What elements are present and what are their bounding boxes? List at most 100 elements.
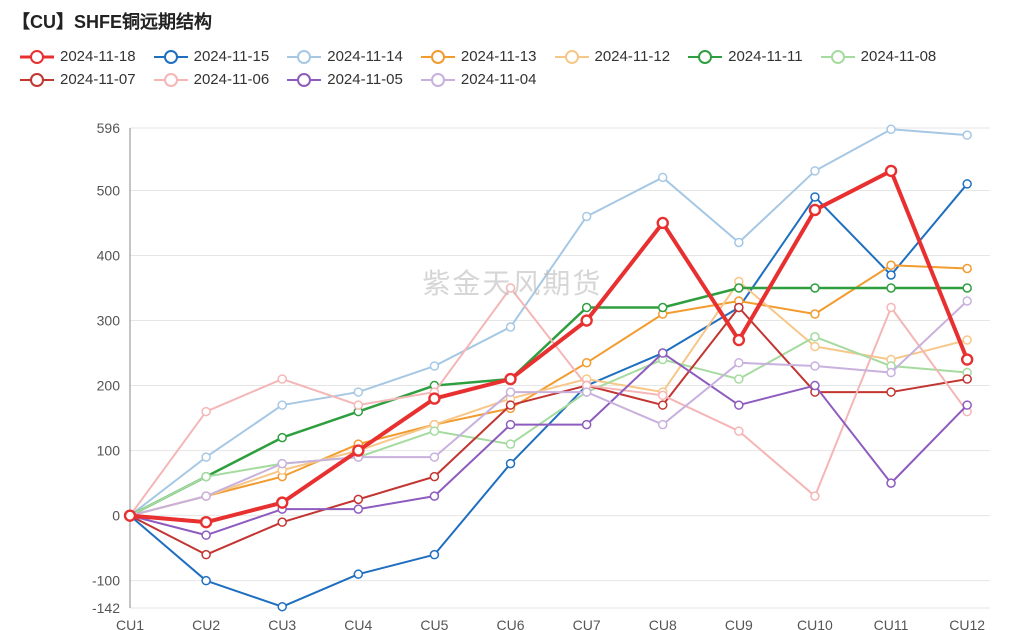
legend-swatch bbox=[154, 73, 188, 87]
x-tick-label: CU3 bbox=[268, 617, 296, 630]
series-marker bbox=[507, 401, 515, 409]
series-marker bbox=[354, 570, 362, 578]
series-marker bbox=[735, 238, 743, 246]
y-tick-label: 596 bbox=[97, 120, 121, 136]
series-marker bbox=[354, 495, 362, 503]
legend-swatch bbox=[287, 73, 321, 87]
legend-item[interactable]: 2024-11-12 bbox=[555, 48, 671, 65]
legend-swatch bbox=[20, 73, 54, 87]
legend-item[interactable]: 2024-11-18 bbox=[20, 48, 136, 65]
series-marker bbox=[429, 394, 439, 404]
legend-item[interactable]: 2024-11-04 bbox=[421, 71, 537, 88]
series-marker bbox=[735, 284, 743, 292]
series-marker bbox=[811, 362, 819, 370]
legend-label: 2024-11-04 bbox=[461, 71, 537, 88]
series-marker bbox=[963, 180, 971, 188]
series-marker bbox=[202, 453, 210, 461]
series-marker bbox=[811, 310, 819, 318]
series-marker bbox=[430, 473, 438, 481]
legend-label: 2024-11-15 bbox=[194, 48, 270, 65]
series-marker bbox=[659, 304, 667, 312]
series-marker bbox=[887, 369, 895, 377]
legend-swatch bbox=[287, 50, 321, 64]
legend-item[interactable]: 2024-11-14 bbox=[287, 48, 403, 65]
series-marker bbox=[430, 362, 438, 370]
series-marker bbox=[811, 284, 819, 292]
y-tick-label: -100 bbox=[92, 573, 120, 589]
y-tick-label: 100 bbox=[97, 443, 121, 459]
legend-label: 2024-11-06 bbox=[194, 71, 270, 88]
series-marker bbox=[735, 401, 743, 409]
y-tick-label: 300 bbox=[97, 313, 121, 329]
y-tick-label: 0 bbox=[112, 508, 120, 524]
series-marker bbox=[583, 421, 591, 429]
series-marker bbox=[278, 518, 286, 526]
legend-label: 2024-11-13 bbox=[461, 48, 537, 65]
legend-swatch bbox=[421, 73, 455, 87]
x-tick-label: CU4 bbox=[344, 617, 372, 630]
series-marker bbox=[735, 359, 743, 367]
series-marker bbox=[583, 388, 591, 396]
series-line bbox=[130, 337, 967, 516]
series-marker bbox=[507, 421, 515, 429]
series-marker bbox=[810, 205, 820, 215]
chart-title: 【CU】SHFE铜远期结构 bbox=[12, 8, 212, 34]
series-marker bbox=[202, 473, 210, 481]
series-marker bbox=[659, 173, 667, 181]
series-marker bbox=[963, 284, 971, 292]
series-marker bbox=[887, 125, 895, 133]
series-marker bbox=[887, 284, 895, 292]
series-marker bbox=[735, 427, 743, 435]
series-line bbox=[130, 288, 967, 516]
series-marker bbox=[202, 577, 210, 585]
x-tick-label: CU9 bbox=[725, 617, 753, 630]
legend-swatch bbox=[821, 50, 855, 64]
series-marker bbox=[735, 375, 743, 383]
legend-swatch bbox=[688, 50, 722, 64]
series-marker bbox=[811, 167, 819, 175]
legend-label: 2024-11-11 bbox=[728, 48, 803, 65]
series-marker bbox=[963, 264, 971, 272]
legend-item[interactable]: 2024-11-11 bbox=[688, 48, 803, 65]
x-tick-label: CU7 bbox=[573, 617, 601, 630]
y-tick-label: 500 bbox=[97, 182, 121, 198]
x-tick-label: CU8 bbox=[649, 617, 677, 630]
y-tick-label: 200 bbox=[97, 378, 121, 394]
series-marker bbox=[811, 193, 819, 201]
series-marker bbox=[887, 479, 895, 487]
series-marker bbox=[201, 517, 211, 527]
x-tick-label: CU10 bbox=[797, 617, 833, 630]
legend-item[interactable]: 2024-11-06 bbox=[154, 71, 270, 88]
series-line bbox=[130, 288, 967, 516]
legend-swatch bbox=[421, 50, 455, 64]
series-marker bbox=[583, 212, 591, 220]
series-marker bbox=[430, 427, 438, 435]
series-marker bbox=[430, 453, 438, 461]
legend-item[interactable]: 2024-11-08 bbox=[821, 48, 937, 65]
series-marker bbox=[202, 408, 210, 416]
series-marker bbox=[887, 304, 895, 312]
series-marker bbox=[278, 603, 286, 611]
series-marker bbox=[659, 391, 667, 399]
series-marker bbox=[506, 374, 516, 384]
series-marker bbox=[202, 551, 210, 559]
series-marker bbox=[887, 261, 895, 269]
series-marker bbox=[734, 335, 744, 345]
series-marker bbox=[811, 382, 819, 390]
legend-item[interactable]: 2024-11-05 bbox=[287, 71, 403, 88]
legend-item[interactable]: 2024-11-15 bbox=[154, 48, 270, 65]
series-marker bbox=[430, 492, 438, 500]
series-marker bbox=[811, 333, 819, 341]
x-tick-label: CU5 bbox=[420, 617, 448, 630]
series-marker bbox=[202, 492, 210, 500]
legend-swatch bbox=[555, 50, 589, 64]
series-marker bbox=[278, 460, 286, 468]
series-marker bbox=[354, 388, 362, 396]
series-marker bbox=[583, 359, 591, 367]
legend-item[interactable]: 2024-11-07 bbox=[20, 71, 136, 88]
legend: 2024-11-18 2024-11-15 2024-11-14 2024-11-13… bbox=[20, 48, 989, 88]
series-marker bbox=[963, 297, 971, 305]
y-tick-label: 400 bbox=[97, 247, 121, 263]
series-marker bbox=[963, 401, 971, 409]
legend-item[interactable]: 2024-11-13 bbox=[421, 48, 537, 65]
